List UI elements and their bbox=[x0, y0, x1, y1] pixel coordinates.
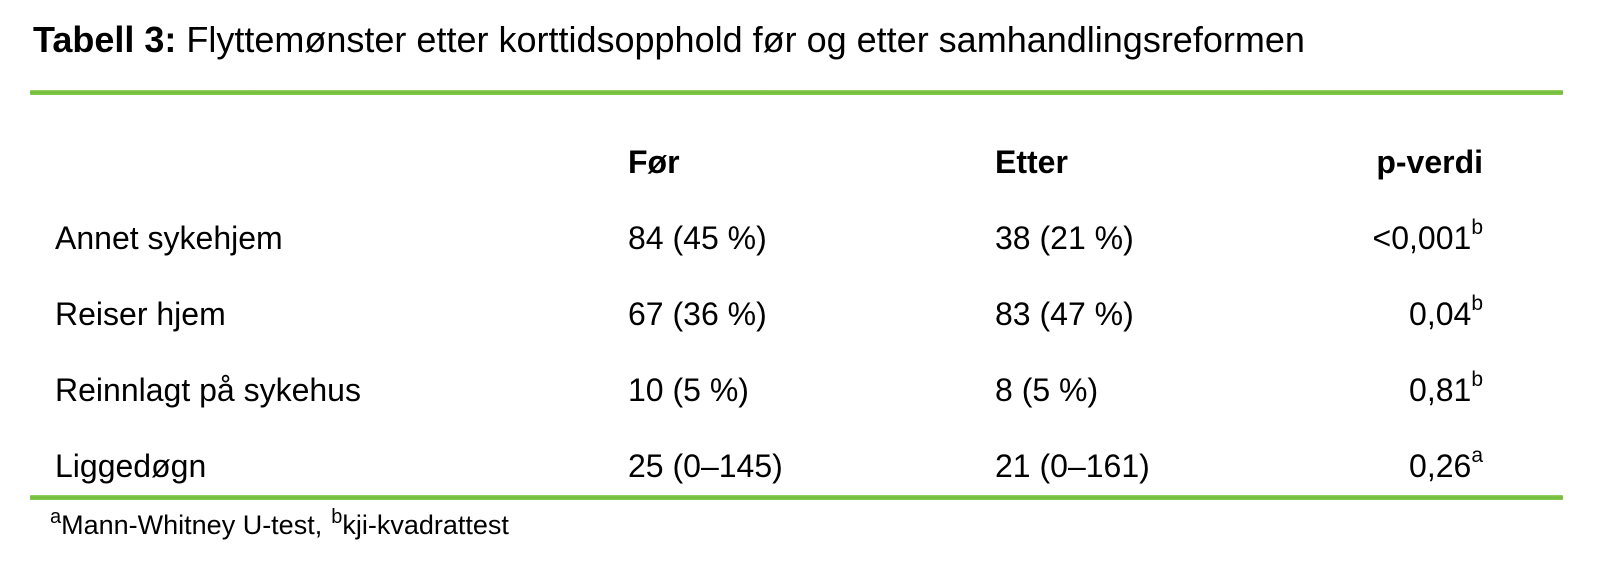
table-row: Reinnlagt på sykehus 10 (5 %) 8 (5 %) 0,… bbox=[0, 352, 1600, 428]
table-row: Annet sykehjem 84 (45 %) 38 (21 %) <0,00… bbox=[0, 200, 1600, 276]
footnote-superscript-a: a bbox=[50, 506, 62, 528]
row-label: Liggedøgn bbox=[55, 447, 207, 484]
column-header-pverdi: p-verdi bbox=[1376, 143, 1483, 180]
cell-for: 10 (5 %) bbox=[628, 371, 749, 408]
table-header-row: Før Etter p-verdi bbox=[0, 124, 1600, 200]
row-label: Reiser hjem bbox=[55, 295, 226, 332]
column-header-for: Før bbox=[628, 143, 680, 180]
cell-for: 67 (36 %) bbox=[628, 295, 767, 332]
data-table: Før Etter p-verdi Annet sykehjem 84 (45 … bbox=[0, 124, 1600, 504]
pvalue-superscript: b bbox=[1471, 291, 1483, 315]
row-label: Annet sykehjem bbox=[55, 219, 283, 256]
pvalue-superscript: b bbox=[1471, 215, 1483, 239]
table-title: Tabell 3: Flyttemønster etter korttidsop… bbox=[33, 18, 1305, 61]
footnote-text-b: kji-kvadrattest bbox=[342, 510, 509, 540]
cell-pvalue: 0,04b bbox=[1360, 293, 1600, 333]
footnote-text-a: Mann-Whitney U-test, bbox=[61, 510, 323, 540]
cell-etter: 21 (0–161) bbox=[995, 447, 1150, 484]
pvalue-text: <0,001 bbox=[1372, 219, 1472, 256]
top-rule bbox=[30, 90, 1563, 95]
pvalue-superscript: a bbox=[1471, 443, 1483, 467]
table-caption: Flyttemønster etter korttidsopphold før … bbox=[186, 19, 1305, 60]
footnote-superscript-b: b bbox=[331, 506, 343, 528]
table-footnote: aMann-Whitney U-test, bkji-kvadrattest bbox=[50, 507, 509, 541]
bottom-rule bbox=[30, 495, 1563, 500]
cell-etter: 38 (21 %) bbox=[995, 219, 1134, 256]
pvalue-text: 0,26 bbox=[1409, 447, 1472, 484]
cell-etter: 83 (47 %) bbox=[995, 295, 1134, 332]
pvalue-superscript: b bbox=[1471, 367, 1483, 391]
row-label: Reinnlagt på sykehus bbox=[55, 371, 361, 408]
cell-etter: 8 (5 %) bbox=[995, 371, 1099, 408]
column-header-etter: Etter bbox=[995, 143, 1068, 180]
table-row: Liggedøgn 25 (0–145) 21 (0–161) 0,26a bbox=[0, 428, 1600, 504]
cell-pvalue: <0,001b bbox=[1360, 217, 1600, 257]
pvalue-text: 0,04 bbox=[1409, 295, 1472, 332]
cell-for: 25 (0–145) bbox=[628, 447, 783, 484]
table-row: Reiser hjem 67 (36 %) 83 (47 %) 0,04b bbox=[0, 276, 1600, 352]
pvalue-text: 0,81 bbox=[1409, 371, 1472, 408]
cell-pvalue: 0,81b bbox=[1360, 369, 1600, 409]
cell-pvalue: 0,26a bbox=[1360, 445, 1600, 485]
cell-for: 84 (45 %) bbox=[628, 219, 767, 256]
table-number-label: Tabell 3: bbox=[33, 19, 177, 60]
